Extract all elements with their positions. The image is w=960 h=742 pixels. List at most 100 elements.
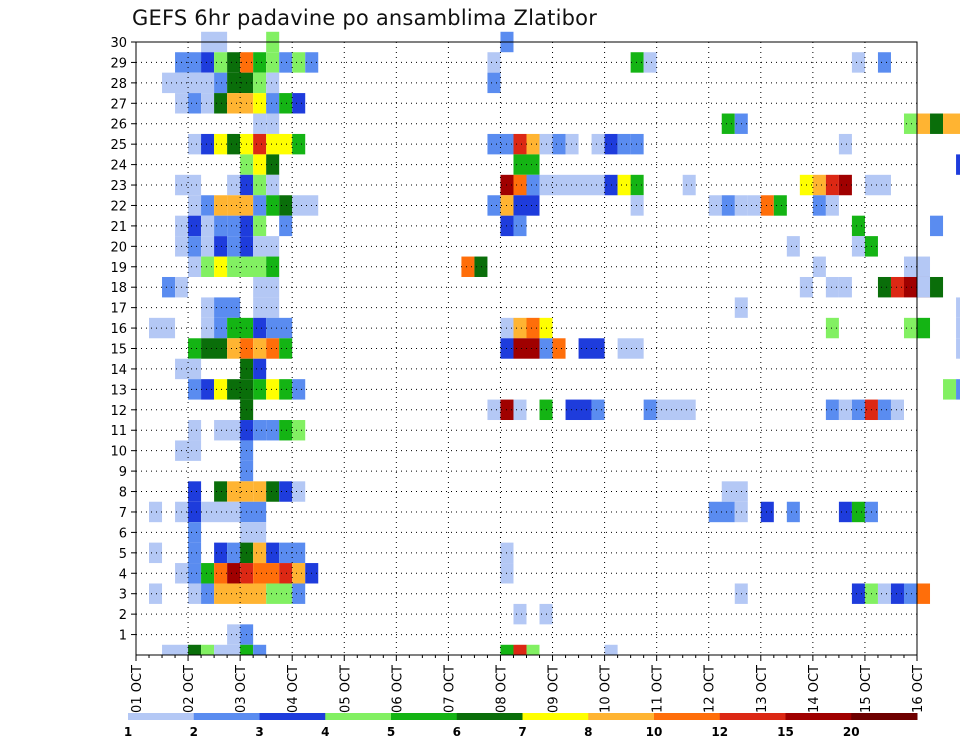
heatmap-cell — [461, 256, 475, 277]
heatmap-cell — [812, 256, 826, 277]
heatmap-cell — [214, 52, 228, 73]
heatmap-cell — [266, 481, 280, 502]
heatmap-cell — [253, 215, 267, 237]
heatmap-cell — [773, 195, 787, 216]
heatmap-cell — [253, 52, 267, 73]
heatmap-cell — [266, 379, 280, 400]
heatmap-cell — [201, 236, 215, 257]
heatmap-cell — [253, 481, 267, 502]
heatmap-cell — [214, 195, 228, 216]
heatmap-cell — [227, 379, 254, 400]
heatmap-cell — [617, 338, 644, 359]
heatmap-cell — [214, 542, 228, 564]
heatmap-cell — [917, 317, 931, 339]
heatmap-cell — [292, 563, 306, 584]
heatmap-cell — [630, 52, 644, 73]
heatmap-cell — [188, 420, 202, 441]
heatmap-cell — [201, 501, 241, 523]
heatmap-cell — [253, 542, 267, 564]
heatmap-cell — [201, 297, 215, 318]
heatmap-cell — [747, 195, 761, 216]
heatmap-cell — [214, 256, 228, 277]
heatmap-cell — [188, 501, 202, 523]
heatmap-cell — [487, 72, 501, 94]
colorbar-label: 6 — [453, 725, 461, 739]
x-axis: 01 OCT 02 OCT 03 OCT 04 OCT 05 OCT 06 OCT 07 O… — [130, 655, 926, 713]
heatmap-cell — [188, 215, 202, 237]
heatmap-cell — [721, 481, 748, 502]
heatmap-cell — [617, 174, 631, 196]
heatmap-cell — [266, 338, 280, 359]
y-tick-label: 20 — [110, 240, 127, 255]
heatmap-cell — [214, 481, 228, 502]
heatmap-cell — [930, 276, 944, 298]
heatmap-cell — [838, 133, 852, 155]
heatmap-cell — [201, 93, 215, 114]
colorbar-label: 1 — [124, 725, 132, 739]
colorbar-label: 8 — [584, 725, 592, 739]
heatmap-cell — [279, 93, 293, 114]
heatmap-cell — [175, 174, 202, 196]
heatmap-cell — [227, 624, 241, 645]
heatmap-cell — [513, 133, 527, 155]
heatmap-cell — [201, 317, 215, 339]
heatmap-cell — [266, 174, 280, 196]
x-tick-label: 16 OCT — [911, 665, 926, 713]
heatmap-cell — [188, 563, 202, 584]
heatmap-cell — [201, 133, 215, 155]
colorbar-label: 4 — [321, 725, 329, 739]
heatmap-cell — [214, 583, 267, 604]
x-tick-label: 11 OCT — [651, 665, 666, 713]
colorbar-swatch — [456, 713, 523, 720]
heatmap-cell — [513, 317, 527, 339]
heatmap-cell — [786, 236, 800, 257]
heatmap-cell — [188, 542, 202, 564]
colorbar: 1 2 3 4 5 6 7 8 10 12 15 20 — [124, 713, 918, 739]
heatmap-cell — [851, 52, 865, 73]
heatmap-cell — [149, 583, 163, 604]
heatmap-cell — [253, 317, 267, 339]
heatmap-cell — [188, 644, 202, 655]
heatmap-cell — [630, 195, 644, 216]
heatmap-cell — [956, 297, 960, 318]
heatmap-cell — [513, 603, 527, 625]
heatmap-cell — [214, 93, 228, 114]
colorbar-label: 20 — [843, 725, 860, 739]
heatmap-cell — [930, 215, 944, 237]
y-tick-label: 17 — [110, 302, 127, 317]
colorbar-label: 7 — [518, 725, 526, 739]
x-tick-label: 08 OCT — [494, 665, 509, 713]
heatmap-cell — [292, 583, 306, 604]
heatmap-cell — [812, 195, 826, 216]
colorbar-label: 15 — [777, 725, 794, 739]
heatmap-cell — [552, 133, 566, 155]
heatmap-cell — [253, 72, 267, 94]
heatmap-cell — [214, 379, 228, 400]
heatmap-cell — [214, 420, 241, 441]
heatmap-cell — [240, 644, 254, 655]
heatmap-cell — [708, 195, 722, 216]
colorbar-swatch — [128, 713, 195, 720]
heatmap-cell — [903, 113, 917, 134]
heatmap-cell — [162, 276, 176, 298]
heatmap-cell — [279, 52, 293, 73]
heatmap-cell — [825, 195, 839, 216]
colorbar-swatch — [259, 713, 326, 720]
x-tick-label: 13 OCT — [755, 665, 770, 713]
heatmap-cell — [943, 379, 957, 400]
heatmap-cell — [617, 133, 631, 155]
heatmap-cell — [214, 72, 228, 94]
x-tick-label: 10 OCT — [599, 665, 614, 713]
y-tick-label: 28 — [110, 77, 127, 92]
heatmap-cell — [630, 174, 644, 196]
heatmap-cell — [903, 583, 917, 604]
heatmap-cell — [917, 583, 931, 604]
heatmap-cell — [292, 133, 306, 155]
heatmap-cell — [149, 317, 176, 339]
heatmap-cell — [266, 256, 280, 277]
heatmap-cell — [279, 195, 293, 216]
heatmap-cell — [188, 522, 202, 543]
heatmap-cell — [175, 358, 202, 380]
heatmap-cell — [201, 52, 215, 73]
heatmap-cell — [682, 174, 696, 196]
